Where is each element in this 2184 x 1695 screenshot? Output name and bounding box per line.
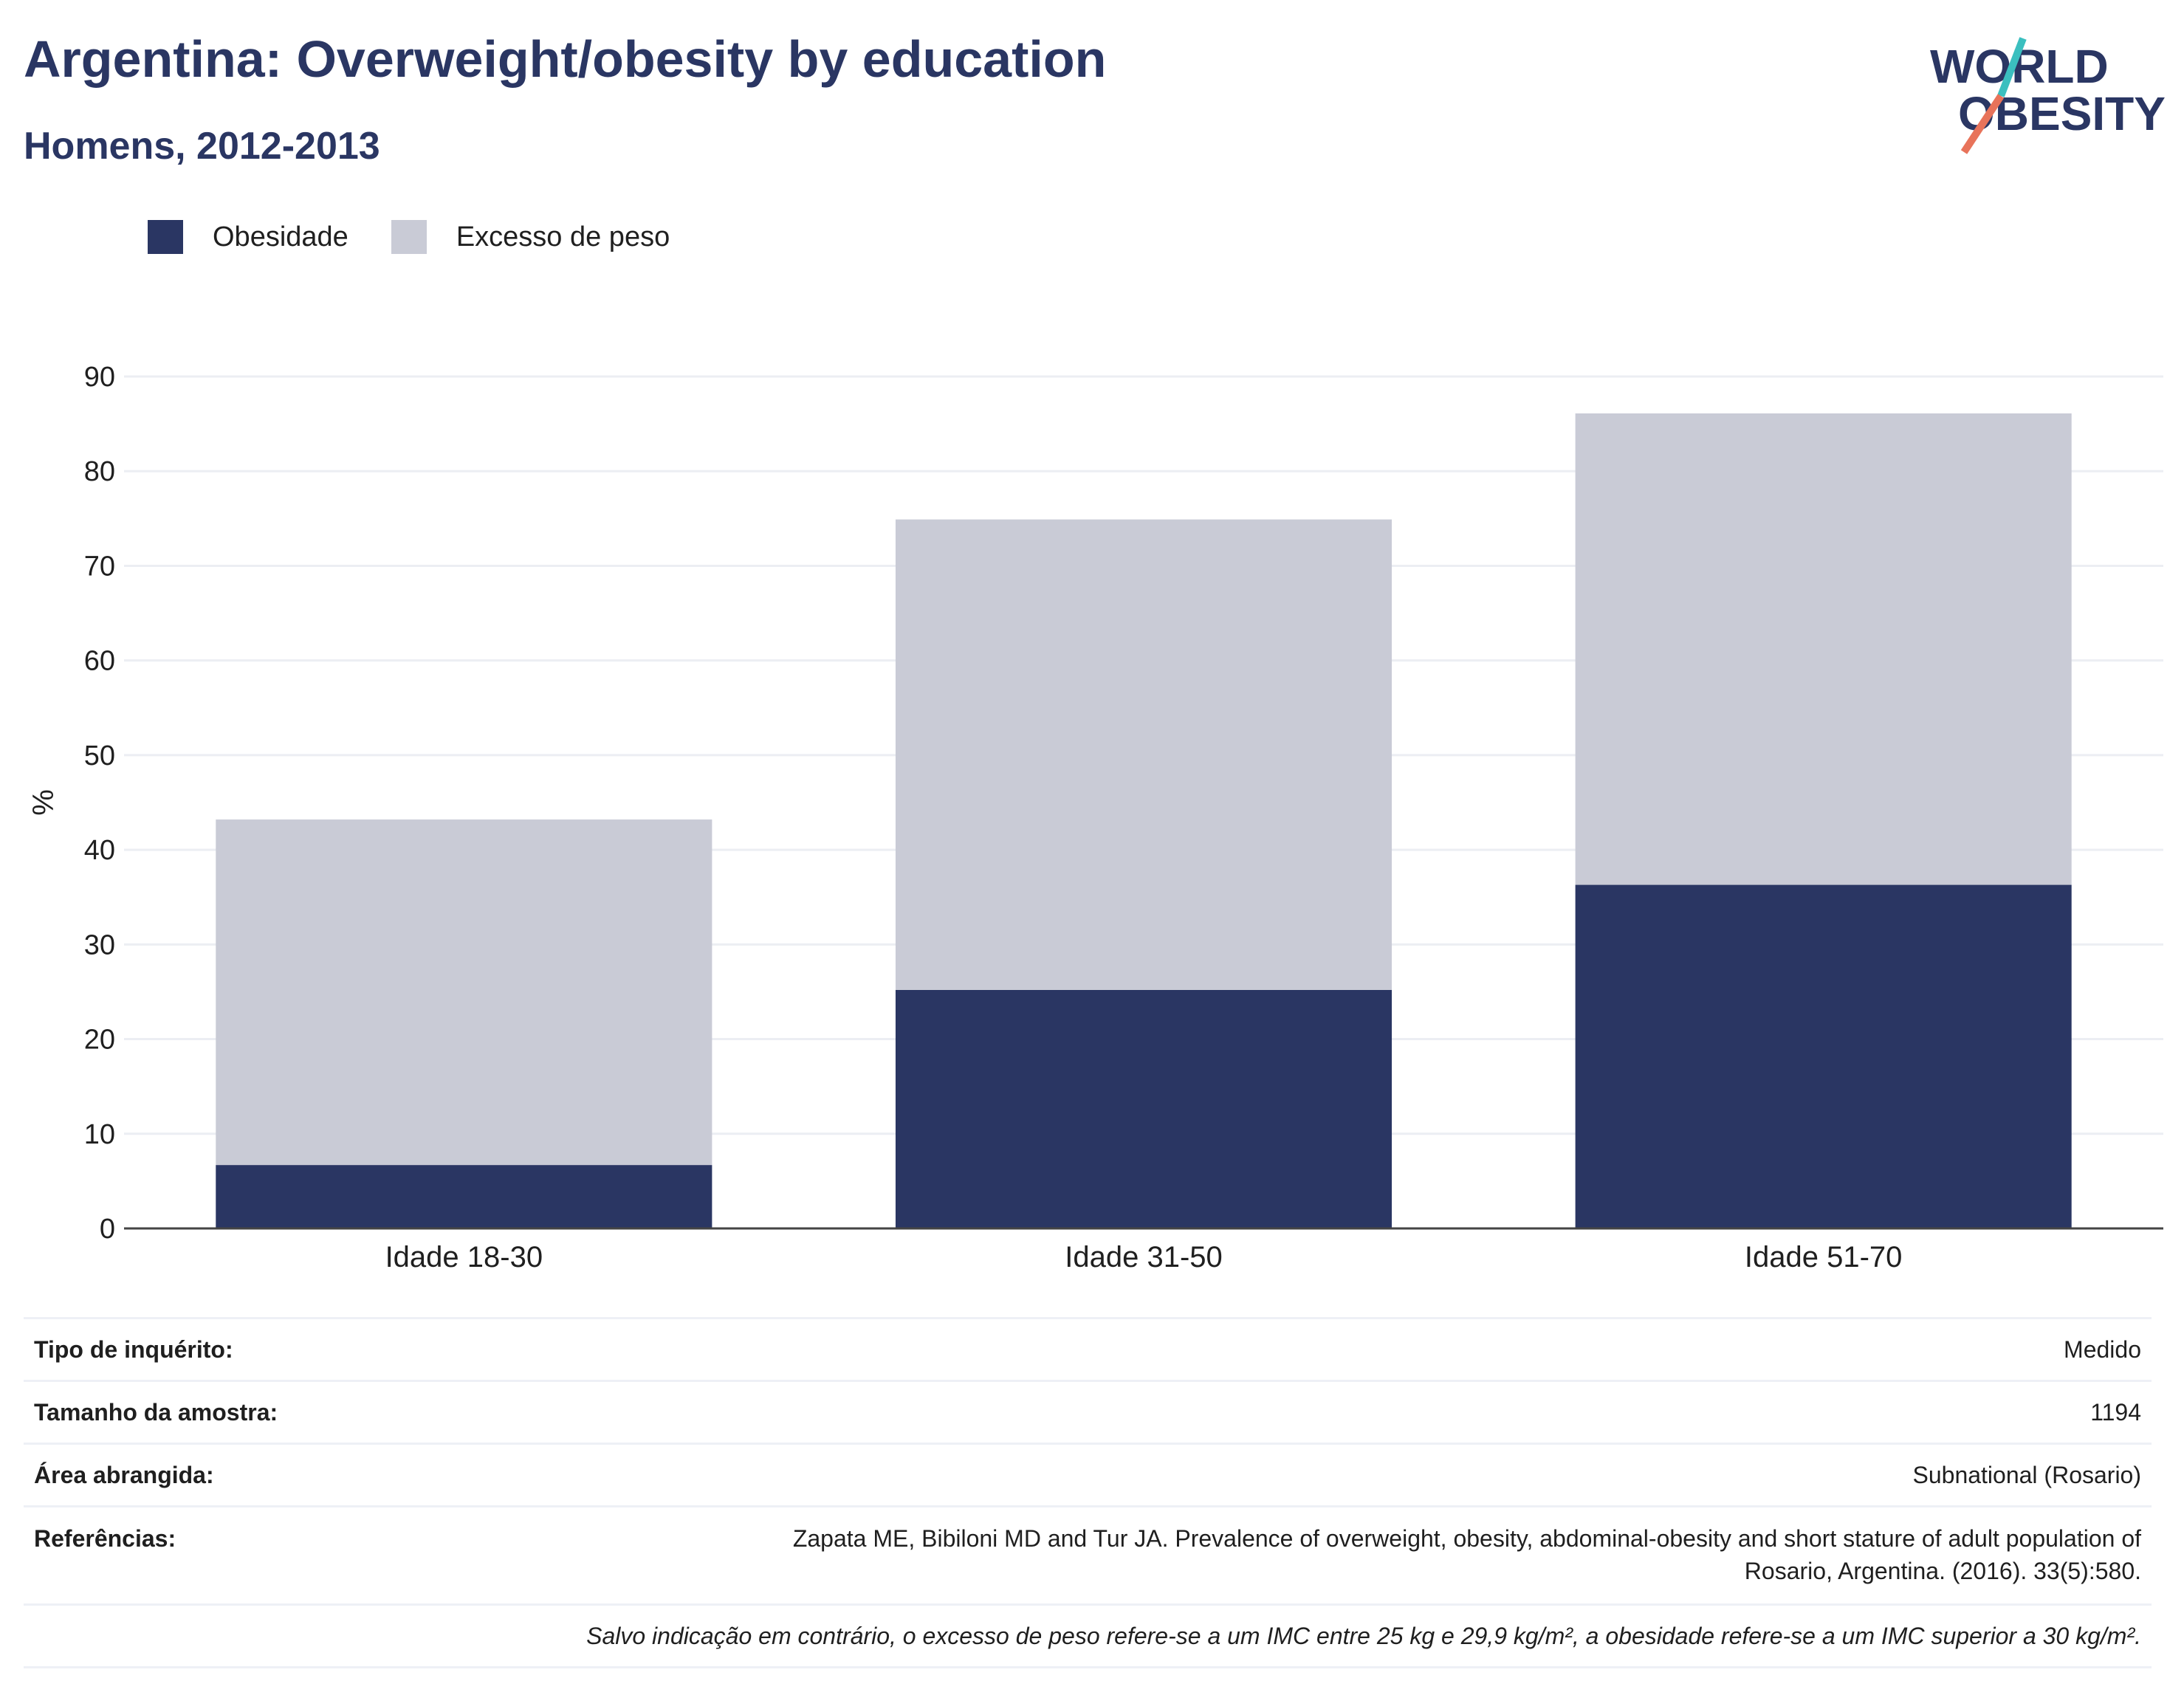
legend-item-obesidade[interactable]: Obesidade xyxy=(148,220,348,254)
x-tick-label: Idade 31-50 xyxy=(1065,1241,1223,1273)
legend-swatch-excesso-de-peso xyxy=(391,220,427,254)
references-text: Zapata ME, Bibiloni MD and Tur JA. Preva… xyxy=(487,1505,2152,1605)
legend-item-excesso-de-peso[interactable]: Excesso de peso xyxy=(391,220,670,254)
y-tick-label: 30 xyxy=(84,929,115,960)
logo-slash-top xyxy=(1997,37,2027,97)
y-tick-label: 80 xyxy=(84,456,115,487)
y-axis-label: % xyxy=(27,789,60,816)
bar-excesso-de-peso xyxy=(1575,413,2072,885)
bar-excesso-de-peso xyxy=(895,519,1393,990)
bar-obesidade xyxy=(1575,884,2072,1228)
y-tick-label: 50 xyxy=(84,740,115,771)
info-label: Tamanho da amostra: xyxy=(24,1380,487,1444)
chart-legend: Obesidade Excesso de peso xyxy=(148,220,712,254)
legend-label-excesso-de-peso: Excesso de peso xyxy=(456,221,670,252)
references-line-1: Zapata ME, Bibiloni MD and Tur JA. Preva… xyxy=(792,1525,2141,1552)
info-label: Referências: xyxy=(24,1505,487,1605)
legend-swatch-obesidade xyxy=(148,220,183,254)
y-tick-label: 10 xyxy=(84,1119,115,1150)
y-tick-label: 0 xyxy=(100,1214,115,1245)
info-value: Medido xyxy=(487,1317,2152,1381)
y-tick-label: 20 xyxy=(84,1025,115,1056)
bar-excesso-de-peso xyxy=(216,819,712,1166)
bar-obesidade xyxy=(895,989,1393,1228)
world-obesity-logo: WORLD OBESITY xyxy=(1930,37,2166,154)
chart-subtitle: Homens, 2012-2013 xyxy=(24,125,380,168)
y-tick-label: 70 xyxy=(84,551,115,582)
x-tick-label: Idade 51-70 xyxy=(1745,1241,1903,1273)
info-label: Tipo de inquérito: xyxy=(24,1317,487,1381)
y-tick-label: 40 xyxy=(84,835,115,866)
survey-info-table: Tipo de inquérito: Medido Tamanho da amo… xyxy=(24,1317,2152,1668)
info-row-area: Área abrangida: Subnational (Rosario) xyxy=(24,1443,2152,1507)
info-value: Subnational (Rosario) xyxy=(487,1443,2152,1507)
info-value: 1194 xyxy=(487,1380,2152,1444)
info-label: Área abrangida: xyxy=(24,1443,487,1507)
legend-label-obesidade: Obesidade xyxy=(213,221,348,252)
bmi-definition-note: Salvo indicação em contrário, o excesso … xyxy=(24,1603,2152,1668)
stacked-bar-chart: 0 10 20 30 40 50 60 70 80 90% Idade 18-30 Idade 31-… xyxy=(27,362,2163,1273)
y-tick-label: 60 xyxy=(84,646,115,677)
bar-obesidade xyxy=(216,1165,712,1228)
y-tick-label: 90 xyxy=(84,362,115,393)
logo-slash-bottom xyxy=(1960,94,2005,154)
x-tick-label: Idade 18-30 xyxy=(385,1241,543,1273)
info-row-survey-type: Tipo de inquérito: Medido xyxy=(24,1317,2152,1381)
info-row-references: Referências: Zapata ME, Bibiloni MD and … xyxy=(24,1505,2152,1605)
info-row-note: Salvo indicação em contrário, o excesso … xyxy=(24,1603,2152,1668)
chart-title: Argentina: Overweight/obesity by educati… xyxy=(24,30,1107,88)
references-line-2: Rosario, Argentina. (2016). 33(5):580. xyxy=(1744,1558,2141,1584)
info-row-sample-size: Tamanho da amostra: 1194 xyxy=(24,1380,2152,1444)
